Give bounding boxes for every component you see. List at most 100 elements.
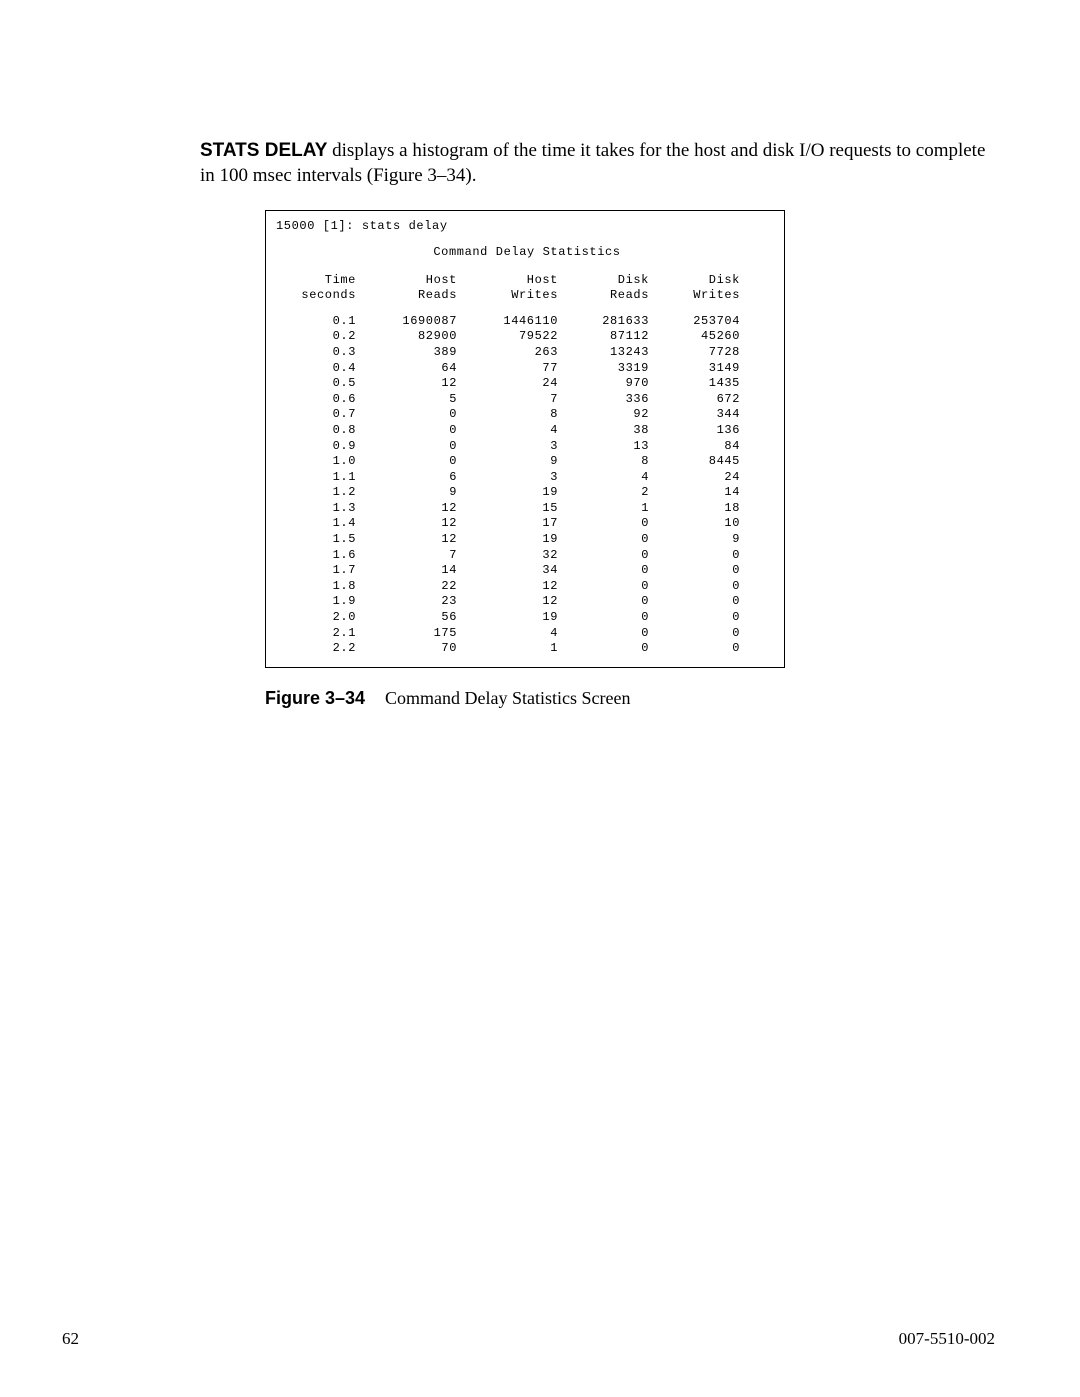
intro-bold-label: STATS DELAY <box>200 140 327 161</box>
cell-time: 1.2 <box>286 485 362 501</box>
cell-host_reads: 7 <box>362 548 463 564</box>
cell-time: 2.0 <box>286 610 362 626</box>
cell-host_writes: 1446110 <box>463 314 564 330</box>
cell-disk_reads: 0 <box>564 641 655 657</box>
table-row: 0.4647733193149 <box>286 361 746 377</box>
cell-time: 0.9 <box>286 439 362 455</box>
col-header-disk-writes-l1: Disk <box>655 273 746 289</box>
cell-host_writes: 4 <box>463 626 564 642</box>
cell-host_reads: 1690087 <box>362 314 463 330</box>
table-row: 0.282900795228711245260 <box>286 329 746 345</box>
cell-disk_reads: 38 <box>564 423 655 439</box>
cell-host_reads: 12 <box>362 501 463 517</box>
cell-host_reads: 56 <box>362 610 463 626</box>
cell-disk_reads: 87112 <box>564 329 655 345</box>
cell-disk_writes: 0 <box>655 548 746 564</box>
intro-paragraph: STATS DELAY displays a histogram of the … <box>200 139 995 188</box>
stats-table-body: 0.1169008714461102816332537040.282900795… <box>286 314 746 657</box>
stats-table: Time Host Host Disk Disk seconds Reads W… <box>286 273 746 657</box>
table-row: 2.270100 <box>286 641 746 657</box>
cell-host_writes: 15 <box>463 501 564 517</box>
table-row: 2.1175400 <box>286 626 746 642</box>
cell-disk_reads: 0 <box>564 532 655 548</box>
table-row: 0.3389263132437728 <box>286 345 746 361</box>
cell-host_reads: 389 <box>362 345 463 361</box>
cell-time: 1.7 <box>286 563 362 579</box>
cell-host_writes: 3 <box>463 439 564 455</box>
cell-time: 1.4 <box>286 516 362 532</box>
cell-host_reads: 14 <box>362 563 463 579</box>
cell-time: 0.3 <box>286 345 362 361</box>
cell-time: 0.6 <box>286 392 362 408</box>
cell-host_writes: 19 <box>463 485 564 501</box>
cell-disk_writes: 0 <box>655 579 746 595</box>
col-header-host-writes-l1: Host <box>463 273 564 289</box>
cell-disk_reads: 336 <box>564 392 655 408</box>
cell-time: 2.2 <box>286 641 362 657</box>
table-row: 1.00988445 <box>286 454 746 470</box>
cell-disk_reads: 13 <box>564 439 655 455</box>
cell-disk_writes: 1435 <box>655 376 746 392</box>
cell-host_reads: 82900 <box>362 329 463 345</box>
table-row: 1.31215118 <box>286 501 746 517</box>
cell-disk_writes: 8445 <box>655 454 746 470</box>
cell-disk_reads: 8 <box>564 454 655 470</box>
table-row: 1.7143400 <box>286 563 746 579</box>
cell-disk_writes: 18 <box>655 501 746 517</box>
col-header-time-l2: seconds <box>286 288 362 304</box>
cell-disk_writes: 14 <box>655 485 746 501</box>
cell-host_writes: 19 <box>463 532 564 548</box>
cell-host_reads: 175 <box>362 626 463 642</box>
cell-time: 1.9 <box>286 594 362 610</box>
cell-host_writes: 4 <box>463 423 564 439</box>
cell-host_writes: 79522 <box>463 329 564 345</box>
cell-disk_writes: 253704 <box>655 314 746 330</box>
cell-host_writes: 34 <box>463 563 564 579</box>
cell-host_writes: 9 <box>463 454 564 470</box>
cell-time: 1.6 <box>286 548 362 564</box>
cell-time: 1.3 <box>286 501 362 517</box>
cell-host_reads: 70 <box>362 641 463 657</box>
figure-caption-label: Figure 3–34 <box>265 688 365 708</box>
figure-box: 15000 [1]: stats delay Command Delay Sta… <box>265 210 785 667</box>
cell-disk_reads: 92 <box>564 407 655 423</box>
cell-host_reads: 64 <box>362 361 463 377</box>
cell-time: 0.5 <box>286 376 362 392</box>
table-row: 1.41217010 <box>286 516 746 532</box>
cell-time: 0.4 <box>286 361 362 377</box>
cell-disk_writes: 344 <box>655 407 746 423</box>
cell-host_writes: 12 <box>463 594 564 610</box>
document-page: STATS DELAY displays a histogram of the … <box>0 0 1080 1397</box>
cell-disk_reads: 0 <box>564 579 655 595</box>
table-row: 0.9031384 <box>286 439 746 455</box>
stats-table-header: Time Host Host Disk Disk seconds Reads W… <box>286 273 746 314</box>
cell-disk_reads: 1 <box>564 501 655 517</box>
table-row: 0.512249701435 <box>286 376 746 392</box>
cell-disk_reads: 4 <box>564 470 655 486</box>
cell-host_reads: 12 <box>362 376 463 392</box>
doc-id: 007-5510-002 <box>899 1329 995 1349</box>
table-row: 0.70892344 <box>286 407 746 423</box>
table-row: 1.9231200 <box>286 594 746 610</box>
cell-host_reads: 6 <box>362 470 463 486</box>
cell-disk_reads: 0 <box>564 563 655 579</box>
cell-disk_writes: 0 <box>655 594 746 610</box>
cell-host_reads: 0 <box>362 439 463 455</box>
cell-disk_writes: 0 <box>655 563 746 579</box>
cell-host_reads: 0 <box>362 423 463 439</box>
cell-time: 1.8 <box>286 579 362 595</box>
cell-disk_writes: 84 <box>655 439 746 455</box>
col-header-host-writes-l2: Writes <box>463 288 564 304</box>
table-row: 0.657336672 <box>286 392 746 408</box>
table-row: 2.0561900 <box>286 610 746 626</box>
col-header-time-l1: Time <box>286 273 362 289</box>
cell-disk_writes: 7728 <box>655 345 746 361</box>
cell-disk_writes: 9 <box>655 532 746 548</box>
cell-host_writes: 7 <box>463 392 564 408</box>
cell-host_writes: 8 <box>463 407 564 423</box>
cell-host_reads: 9 <box>362 485 463 501</box>
cell-host_reads: 12 <box>362 532 463 548</box>
figure-title: Command Delay Statistics <box>276 245 778 261</box>
cell-disk_writes: 0 <box>655 641 746 657</box>
cell-host_writes: 3 <box>463 470 564 486</box>
